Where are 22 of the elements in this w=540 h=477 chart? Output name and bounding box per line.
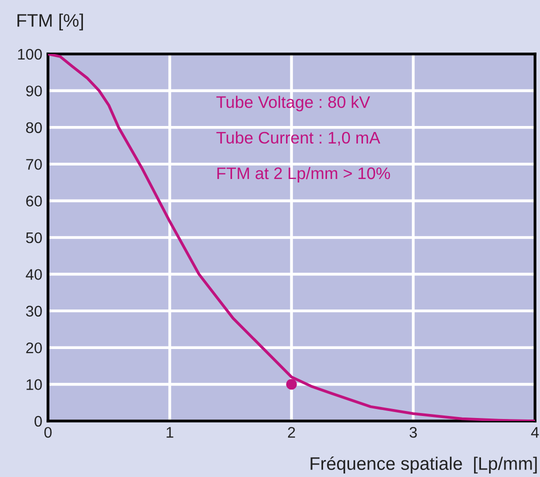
x-tick-label: 2 [288, 426, 295, 438]
x-tick-label: 1 [166, 427, 174, 438]
x-axis-title: Fréquence spatiale [Lp/mm] [310, 456, 537, 474]
y-tick-label: 80 [26, 122, 42, 134]
line-series [48, 54, 535, 421]
annotation: Tube Voltage : 80 kV [216, 96, 370, 112]
y-tick-label: 50 [26, 232, 42, 244]
y-tick-label: 10 [26, 379, 42, 390]
y-axis-title: FTM [%] [17, 14, 83, 30]
y-tick-label: 70 [26, 158, 42, 170]
y-tick-label: 30 [26, 306, 42, 317]
x-tick-label: 0 [44, 426, 52, 438]
y-tick-label: 40 [26, 269, 42, 280]
y-tick-label: 90 [26, 86, 42, 96]
x-tick-label: 3 [410, 426, 417, 438]
x-tick-label: 4 [531, 427, 539, 438]
y-tick-label: 60 [26, 196, 42, 206]
y-tick-label: 0 [34, 416, 42, 427]
annotation: FTM at 2 Lp/mm > 10% [217, 166, 390, 183]
y-tick-label: 20 [26, 342, 42, 354]
annotation: Tube Current : 1,0 mA [216, 131, 380, 146]
y-tick-label: 100 [18, 48, 42, 60]
